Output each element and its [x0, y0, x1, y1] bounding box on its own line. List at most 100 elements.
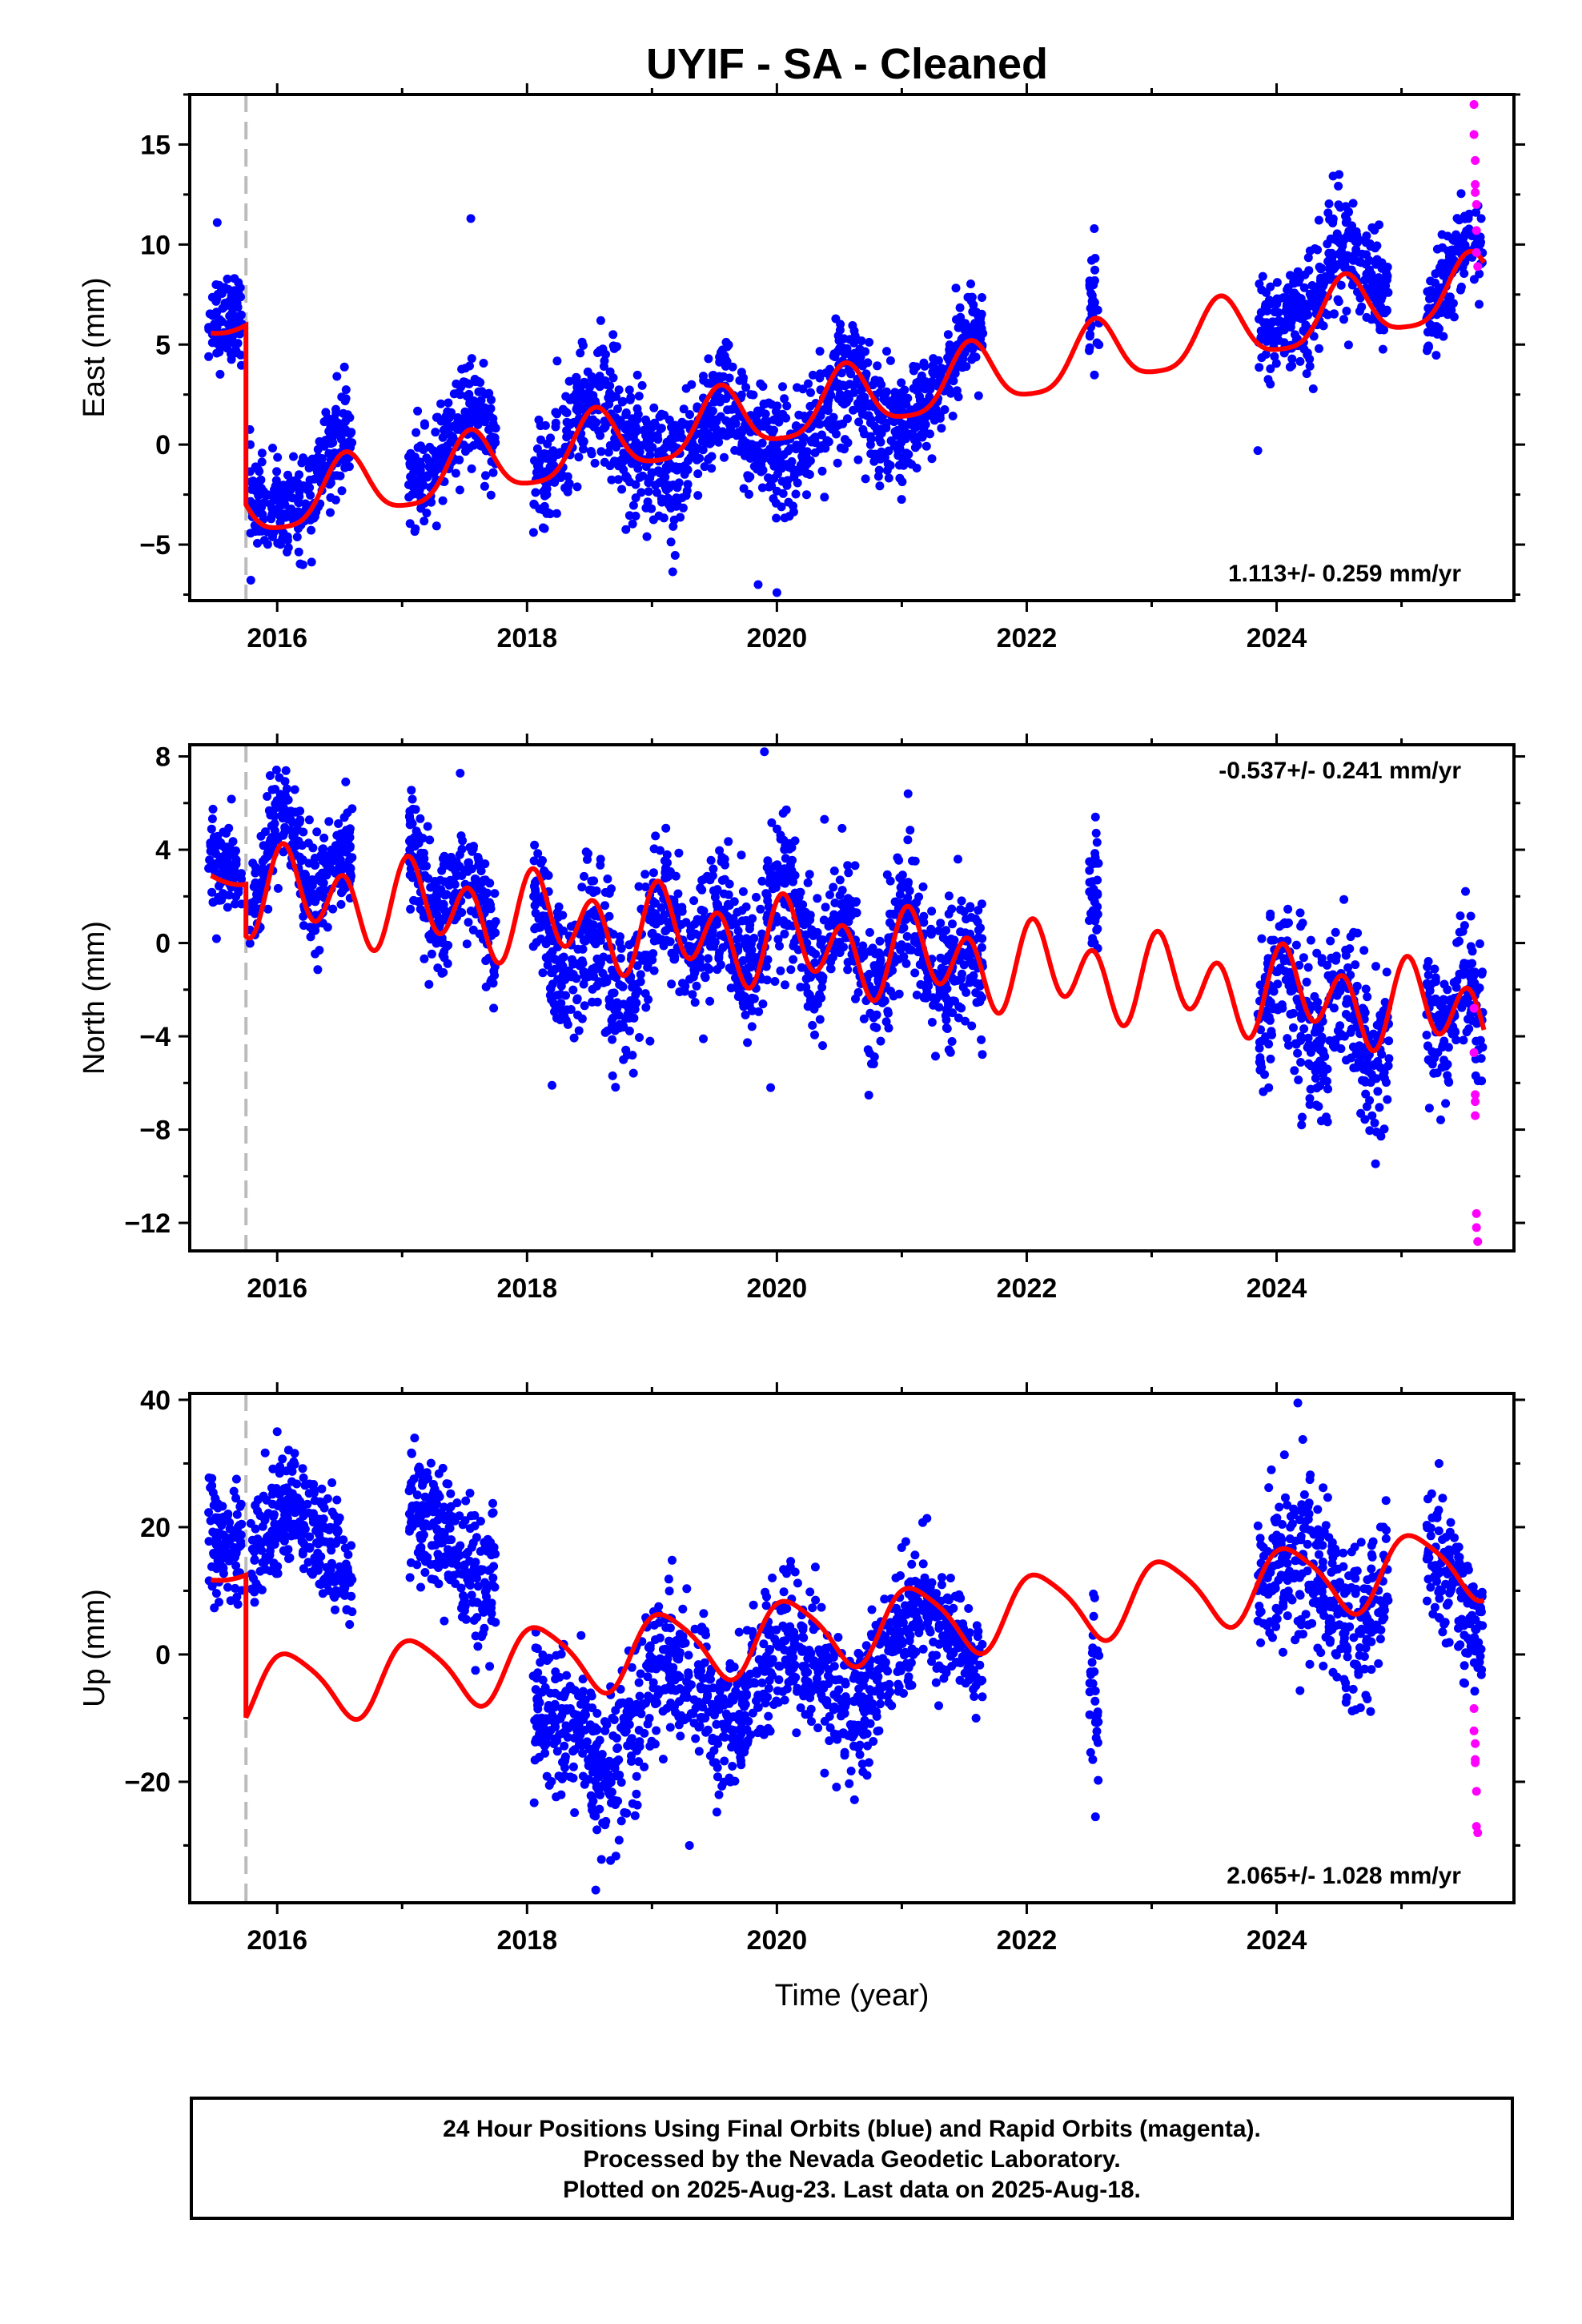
final-point [829, 352, 838, 360]
final-point [966, 279, 975, 288]
final-point [634, 392, 644, 401]
final-point [306, 932, 315, 942]
final-point [679, 404, 689, 414]
final-point [283, 470, 292, 480]
final-point [763, 955, 773, 964]
final-point [1473, 239, 1483, 249]
final-point [407, 786, 416, 795]
final-point [874, 434, 884, 444]
final-point [467, 354, 476, 364]
final-point [678, 503, 688, 513]
final-point [318, 919, 327, 928]
final-point [308, 843, 318, 853]
final-point [1423, 1055, 1433, 1064]
final-point [895, 890, 905, 899]
final-point [1456, 189, 1466, 199]
final-point [1257, 934, 1267, 943]
final-point [212, 348, 222, 358]
final-point [1347, 1024, 1356, 1034]
final-point [1382, 271, 1391, 281]
final-point [415, 486, 424, 496]
final-point [430, 907, 440, 916]
final-point [621, 525, 631, 534]
final-point [464, 918, 473, 927]
final-point [1322, 1112, 1331, 1122]
plot-frame [188, 743, 1516, 1252]
final-point [552, 509, 561, 518]
final-point [291, 842, 300, 850]
final-point [1475, 939, 1484, 948]
final-point [481, 471, 490, 480]
final-point [1362, 312, 1371, 322]
final-point [656, 424, 666, 433]
final-point [301, 870, 310, 879]
final-point [749, 390, 758, 400]
final-point [548, 1080, 557, 1090]
final-point [556, 981, 566, 991]
final-point [341, 385, 351, 395]
final-point [295, 852, 304, 862]
final-point [305, 923, 315, 932]
final-point [957, 1003, 966, 1013]
final-point [883, 1008, 893, 1018]
final-point [474, 859, 484, 869]
final-point [598, 968, 608, 978]
final-point [773, 445, 781, 455]
final-point [969, 971, 978, 980]
final-point [432, 521, 441, 531]
final-point [1449, 312, 1459, 322]
final-point [1343, 963, 1353, 972]
final-point [327, 845, 336, 854]
x-tick-label: 2022 [997, 1273, 1058, 1304]
final-point [661, 823, 671, 833]
final-point [805, 870, 814, 879]
final-point [895, 873, 905, 883]
final-point [486, 404, 496, 413]
final-point [479, 875, 488, 885]
final-point [924, 411, 934, 420]
final-point [489, 1003, 499, 1013]
final-point [632, 440, 642, 450]
final-point [688, 448, 697, 457]
final-point [326, 493, 335, 502]
final-point [438, 496, 448, 505]
final-point [275, 773, 284, 782]
final-point [604, 448, 613, 457]
final-point [689, 965, 699, 975]
final-point [739, 484, 749, 493]
final-point [440, 891, 450, 900]
final-point [1092, 838, 1102, 847]
final-point [934, 926, 944, 935]
final-point [645, 1036, 655, 1046]
final-point [933, 412, 942, 422]
final-point [1472, 986, 1482, 995]
final-point [745, 924, 754, 934]
final-point [245, 939, 255, 948]
final-point [479, 359, 488, 368]
final-point [1427, 979, 1436, 989]
x-tick-label: 2020 [747, 623, 808, 653]
final-point [978, 1050, 987, 1059]
final-point [608, 971, 618, 981]
final-point [1369, 1061, 1379, 1070]
rapid-point [1471, 1111, 1480, 1120]
final-point [1360, 1115, 1370, 1124]
x-tick-label: 2024 [1247, 623, 1307, 653]
final-point [947, 1037, 957, 1046]
final-point [569, 1033, 579, 1043]
final-point [283, 536, 292, 545]
final-point [1426, 995, 1435, 1004]
final-point [872, 1010, 881, 1019]
final-point [323, 413, 332, 423]
final-point [1319, 321, 1328, 331]
final-point [1376, 302, 1386, 312]
final-point [669, 464, 678, 473]
final-point [1255, 980, 1265, 990]
final-point [977, 943, 986, 952]
final-point [738, 887, 748, 896]
final-point [461, 412, 471, 421]
final-point [672, 501, 681, 511]
final-point [529, 856, 539, 866]
final-point [843, 861, 853, 870]
final-point [564, 376, 574, 386]
